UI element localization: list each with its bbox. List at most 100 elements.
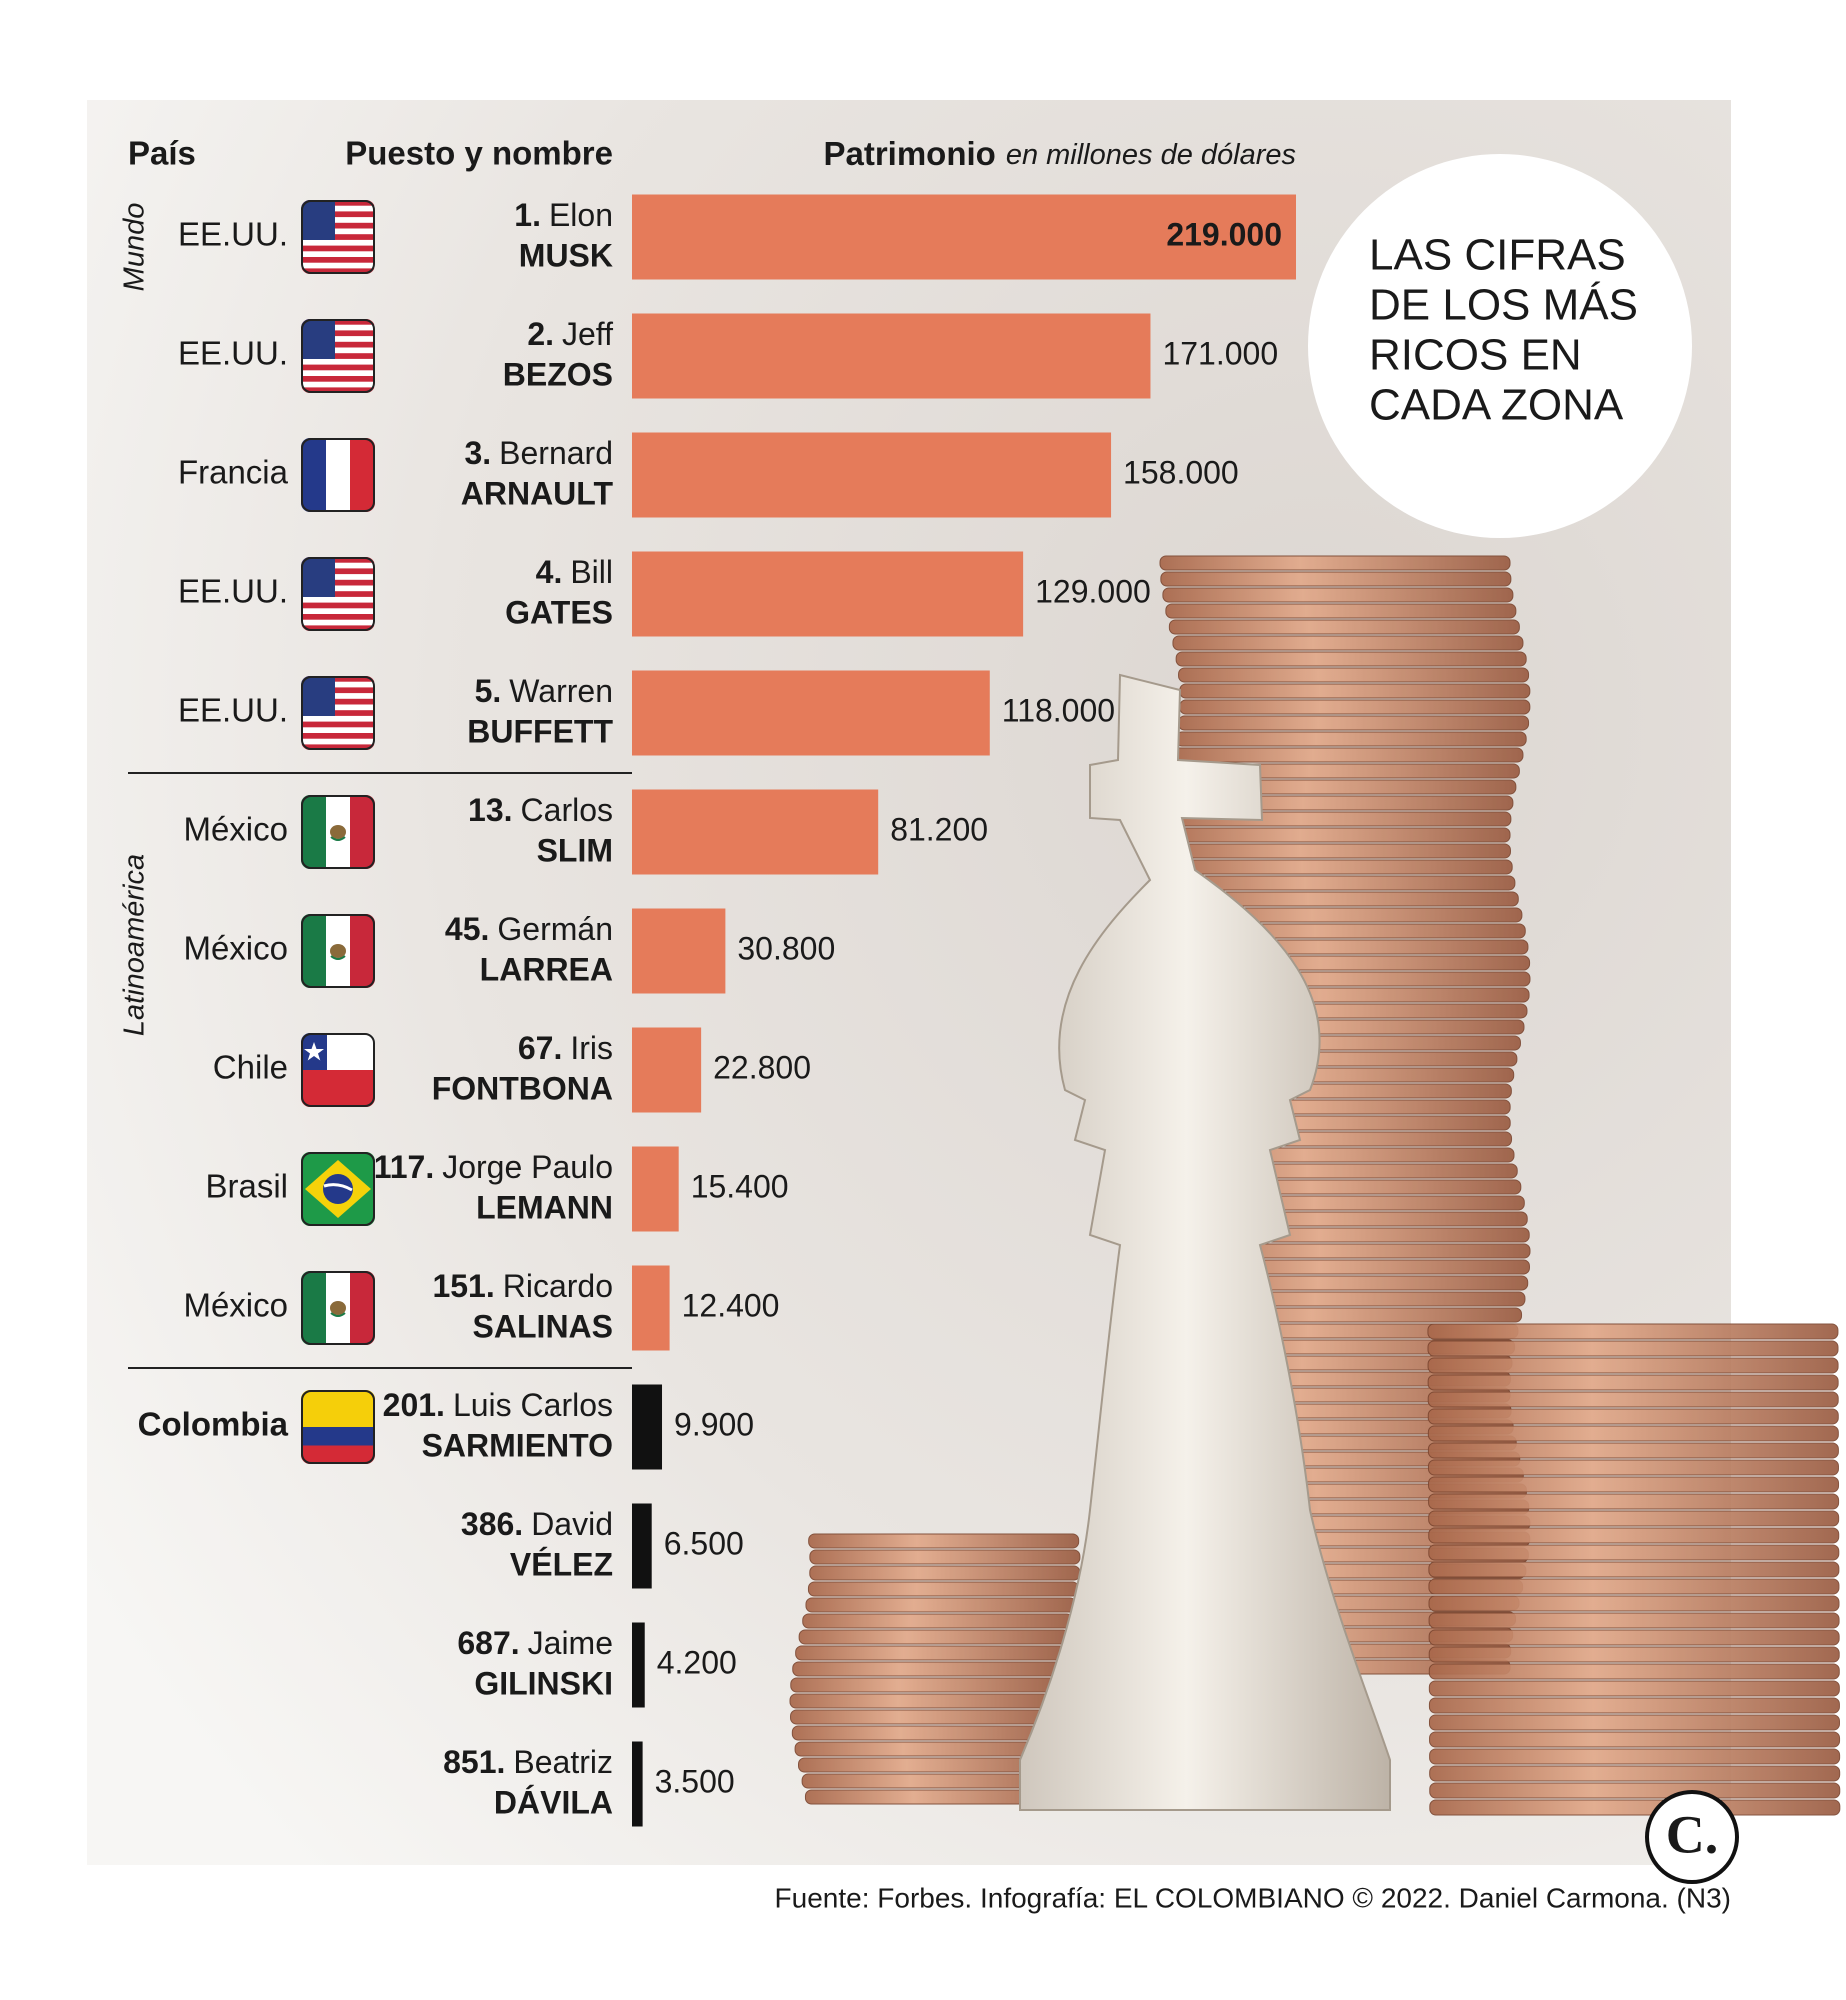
rank: 3. (464, 435, 491, 471)
coin (1428, 1510, 1840, 1527)
rank: 4. (536, 554, 563, 590)
rank: 151. (432, 1268, 494, 1304)
coin (1428, 1629, 1840, 1646)
first-name: Bill (570, 554, 613, 590)
last-name: SLIM (537, 832, 613, 868)
rank: 386. (461, 1506, 523, 1542)
last-name: FONTBONA (432, 1070, 613, 1106)
value-label: 81.200 (890, 811, 988, 847)
coin (1427, 1340, 1839, 1357)
coin (1428, 1697, 1840, 1714)
coin (791, 1725, 1063, 1741)
first-name: Iris (570, 1030, 613, 1066)
bar (632, 1146, 679, 1232)
coin (1427, 1425, 1839, 1442)
logo (1645, 1790, 1739, 1884)
coin (1428, 1493, 1840, 1510)
coin (1161, 859, 1513, 875)
coin (1428, 1544, 1840, 1561)
coin (1428, 1561, 1840, 1578)
coin (1429, 1782, 1841, 1799)
flag (301, 1390, 375, 1464)
last-name: GATES (505, 594, 613, 630)
coin (1159, 843, 1511, 859)
first-name: Bernard (499, 435, 613, 471)
last-name: GILINSKI (474, 1665, 613, 1701)
rank: 117. (374, 1149, 435, 1185)
coin (1428, 1646, 1840, 1663)
coin (1428, 1578, 1840, 1595)
last-name: LEMANN (476, 1189, 613, 1225)
name-line: 13. Carlos (468, 792, 613, 828)
name-line: 687. Jaime (457, 1625, 613, 1661)
coin (1427, 1408, 1839, 1425)
coin (1168, 619, 1520, 635)
coin (1172, 747, 1524, 763)
source: Fuente: Forbes. Infografía: EL COLOMBIAN… (775, 1882, 1731, 1913)
coin (808, 1533, 1080, 1549)
coin (1178, 715, 1530, 731)
coin (1428, 1595, 1840, 1612)
coin (1175, 651, 1527, 667)
coin (809, 1549, 1081, 1565)
first-name: Germán (497, 911, 613, 947)
coin (1427, 1459, 1839, 1476)
coin (1179, 699, 1531, 715)
value-label: 219.000 (1166, 216, 1282, 252)
title-circle (1308, 154, 1692, 538)
flag (301, 319, 375, 393)
value-label: 22.800 (713, 1049, 811, 1085)
first-name: Jeff (562, 316, 613, 352)
bar (632, 1741, 643, 1827)
coin (1429, 1765, 1841, 1782)
value-label: 9.900 (674, 1406, 754, 1442)
bar (632, 1622, 645, 1708)
last-name: LARREA (480, 951, 613, 987)
flags (301, 200, 375, 1464)
value-label: 171.000 (1162, 335, 1278, 371)
coin (1428, 1663, 1840, 1680)
coin (1178, 667, 1530, 683)
name-line: 4. Bill (536, 554, 613, 590)
country: EE.UU. (178, 335, 288, 372)
chess-king (1019, 673, 1391, 1811)
name-line: 151. Ricardo (432, 1268, 613, 1304)
header-value-unit: en millones de dólares (1006, 139, 1296, 171)
first-name: Luis Carlos (453, 1387, 613, 1423)
name-line: 3. Bernard (464, 435, 613, 471)
last-name: MUSK (519, 237, 613, 273)
value-label: 12.400 (682, 1287, 780, 1323)
last-name: ARNAULT (461, 475, 614, 511)
flag (301, 1152, 375, 1226)
value-label: 158.000 (1123, 454, 1239, 490)
group-label: Mundo (119, 203, 151, 292)
header-country: País (128, 135, 196, 172)
bar (632, 1265, 670, 1351)
value-label: 4.200 (657, 1644, 737, 1680)
coin (1428, 1612, 1840, 1629)
rank: 13. (468, 792, 512, 828)
coin (1160, 571, 1512, 587)
coin (1159, 555, 1511, 571)
value-label: 3.500 (655, 1763, 735, 1799)
first-name: Carlos (521, 792, 613, 828)
coin (1428, 1714, 1840, 1731)
country: Brasil (205, 1168, 288, 1205)
coin (1165, 603, 1517, 619)
name-line: 851. Beatriz (443, 1744, 613, 1780)
coin (802, 1613, 1074, 1629)
country: EE.UU. (178, 216, 288, 253)
flag (301, 200, 375, 274)
rank: 1. (514, 197, 541, 233)
coin (1172, 635, 1524, 651)
coin (1427, 1442, 1839, 1459)
coin (1427, 1374, 1839, 1391)
country: Francia (178, 454, 289, 491)
coin (790, 1709, 1062, 1725)
value-label: 118.000 (1002, 692, 1115, 728)
bar (632, 1027, 702, 1113)
coin (1429, 1748, 1841, 1765)
